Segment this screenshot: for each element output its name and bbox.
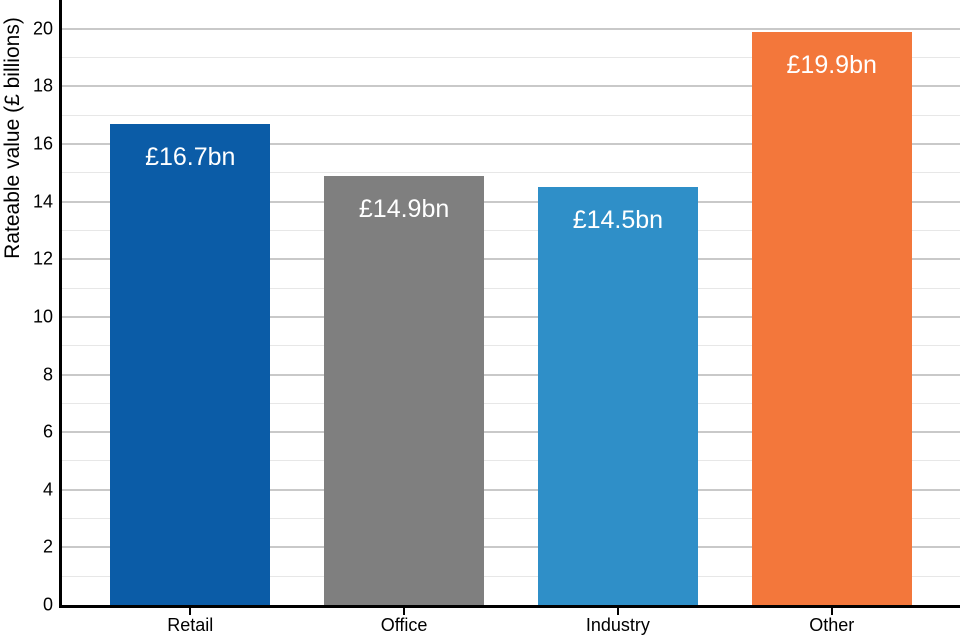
y-tick-label: 18 <box>32 75 53 96</box>
bar-retail: £16.7bn <box>110 123 271 605</box>
gridline-major <box>62 431 960 434</box>
gridline-major <box>62 85 960 88</box>
gridline-minor <box>62 402 960 404</box>
y-tick-label: 4 <box>42 479 53 500</box>
gridline-minor <box>62 229 960 231</box>
gridline-major <box>62 373 960 376</box>
gridline-major <box>62 315 960 318</box>
x-tick-label: Industry <box>585 615 650 635</box>
gridline-major <box>62 258 960 261</box>
y-tick-label: 10 <box>32 306 53 327</box>
y-tick-label: 16 <box>32 133 53 154</box>
gridline-major <box>62 27 960 30</box>
bar-value-label: £19.9bn <box>786 50 877 79</box>
bar-office: £14.9bn <box>323 175 485 605</box>
gridline-major <box>62 143 960 146</box>
bar-value-label: £16.7bn <box>145 142 236 171</box>
gridline-minor <box>62 172 960 174</box>
gridline-major <box>62 546 960 549</box>
gridline-minor <box>62 518 960 520</box>
y-tick-label: 6 <box>42 421 53 442</box>
bar-value-label: £14.5bn <box>572 206 664 235</box>
bar-value-label: £14.9bn <box>358 194 450 223</box>
x-axis-spine <box>59 605 960 608</box>
x-axis-tick <box>403 608 406 615</box>
y-tick-label: 12 <box>32 248 53 269</box>
bar-industry: £14.5bn <box>537 187 699 605</box>
bar-other: £19.9bn <box>751 31 912 605</box>
y-tick-label: 14 <box>32 191 53 212</box>
x-axis-tick <box>189 608 192 615</box>
y-tick-label: 2 <box>42 536 53 557</box>
gridline-minor <box>62 345 960 347</box>
y-tick-label: 0 <box>42 594 53 615</box>
gridline-minor <box>62 114 960 116</box>
y-tick-label: 8 <box>42 364 53 385</box>
gridline-minor <box>62 575 960 577</box>
y-tick-label: 20 <box>32 18 53 39</box>
gridline-minor <box>62 287 960 289</box>
gridline-major <box>62 200 960 203</box>
y-axis-spine <box>59 0 62 608</box>
gridline-minor <box>62 57 960 59</box>
x-tick-label: Office <box>380 615 428 635</box>
x-tick-label: Other <box>809 615 855 635</box>
gridline-minor <box>62 460 960 462</box>
x-axis-tick <box>616 608 619 615</box>
gridline-major <box>62 488 960 491</box>
x-axis-tick <box>830 608 833 615</box>
x-tick-label: Retail <box>167 615 214 635</box>
